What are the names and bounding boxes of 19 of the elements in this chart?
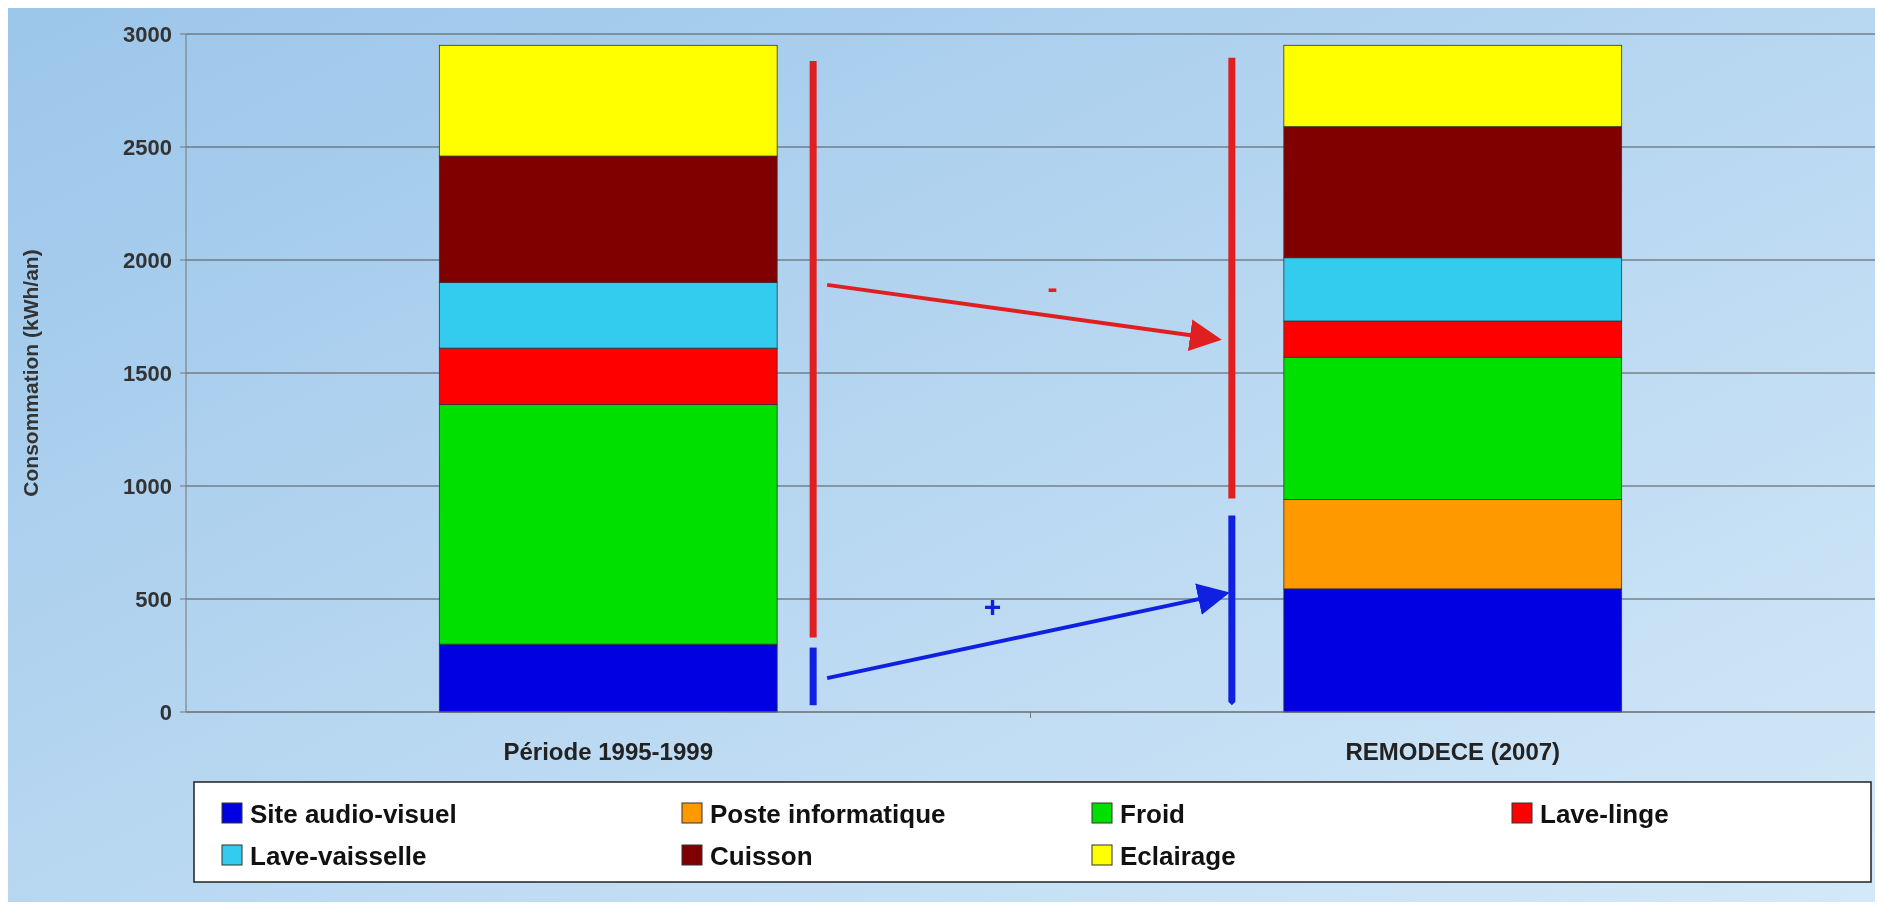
legend-label: Poste informatique (710, 799, 946, 830)
y-tick-label: 1500 (123, 360, 172, 386)
annotation: - (1047, 271, 1058, 305)
legend-label: Lave-linge (1540, 799, 1669, 830)
y-tick-label: 2000 (123, 247, 172, 273)
y-tick-label: 2500 (123, 134, 172, 160)
x-tick-label: Période 1995-1999 (503, 738, 713, 765)
y-tick-label: 500 (135, 586, 172, 612)
legend-label: Froid (1120, 799, 1185, 830)
y-tick-label: 1000 (123, 473, 172, 499)
legend-label: Cuisson (710, 841, 813, 872)
x-tick-label: REMODECE (2007) (1345, 738, 1561, 765)
legend-label: Site audio-visuel (250, 799, 457, 830)
legend-label: Eclairage (1120, 841, 1236, 872)
legend-label: Lave-vaisselle (250, 841, 427, 872)
y-tick-label: 3000 (123, 21, 172, 47)
annotation: + (983, 590, 1002, 624)
y-axis-title: Consommation (kWh/an) (19, 249, 42, 497)
y-tick-label: 0 (159, 699, 172, 725)
